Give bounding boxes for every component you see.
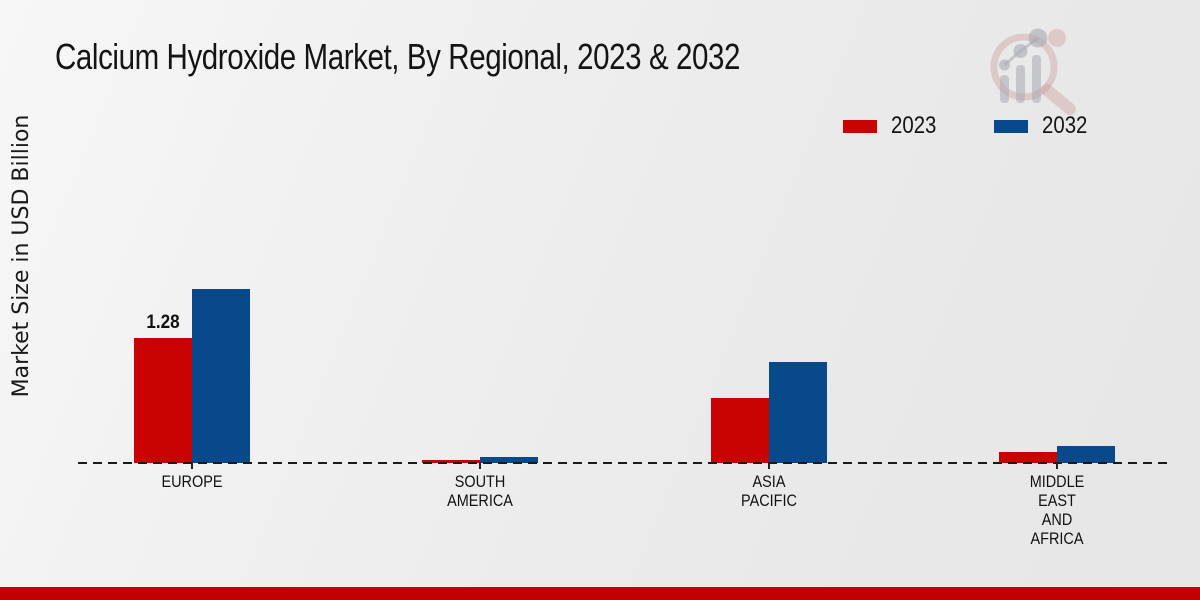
magnifier-handle — [1041, 84, 1076, 115]
logo-accent-dot — [1048, 29, 1066, 47]
chart-title: Calcium Hydroxide Market, By Regional, 2… — [55, 36, 741, 77]
x-axis-line — [78, 462, 1168, 464]
legend: 2023 2032 — [843, 112, 1096, 140]
bar-2032-asia-pacific — [768, 362, 827, 463]
logo-bar-medium — [1016, 65, 1025, 103]
plot-area: 1.28 — [133, 289, 1115, 463]
bar-value-label: 1.28 — [145, 312, 180, 333]
x-axis-tick — [479, 463, 481, 469]
x-axis-tick — [190, 463, 193, 469]
logo-bar-small — [1000, 75, 1009, 103]
category-label-asia-pacific: ASIA PACIFIC — [740, 472, 797, 510]
category-label-europe: EUROPE — [160, 472, 223, 491]
bar-2023-europe — [133, 338, 192, 463]
x-axis-tick — [1056, 463, 1058, 469]
x-axis-tick — [767, 463, 770, 469]
magnifier-bar-chart-logo — [990, 28, 1076, 115]
category-label-south-america: SOUTH AMERICA — [447, 472, 513, 510]
legend-swatch-2023 — [843, 119, 877, 133]
bar-2023-asia-pacific — [710, 398, 769, 463]
logo-node-large — [1028, 28, 1048, 48]
legend-label-2023: 2023 — [891, 112, 937, 139]
legend-label-2032: 2032 — [1042, 112, 1088, 139]
bar-2023-middle-east-and-africa — [999, 452, 1057, 463]
footer-accent-bar — [0, 587, 1200, 600]
category-label-middle-east-and-africa: MIDDLE EAST AND AFRICA — [1029, 472, 1085, 548]
legend-swatch-2032 — [994, 119, 1029, 133]
bar-2032-europe — [191, 289, 250, 463]
legend-item-2023: 2023 — [843, 112, 944, 140]
bar-2023-south-america — [422, 460, 480, 463]
logo-node-medium — [1013, 44, 1028, 58]
bar-2032-south-america — [480, 457, 538, 463]
logo-bar-large — [1032, 55, 1041, 103]
legend-item-2032: 2032 — [994, 112, 1095, 140]
bar-2032-middle-east-and-africa — [1057, 446, 1115, 463]
logo-node-small — [999, 59, 1010, 71]
